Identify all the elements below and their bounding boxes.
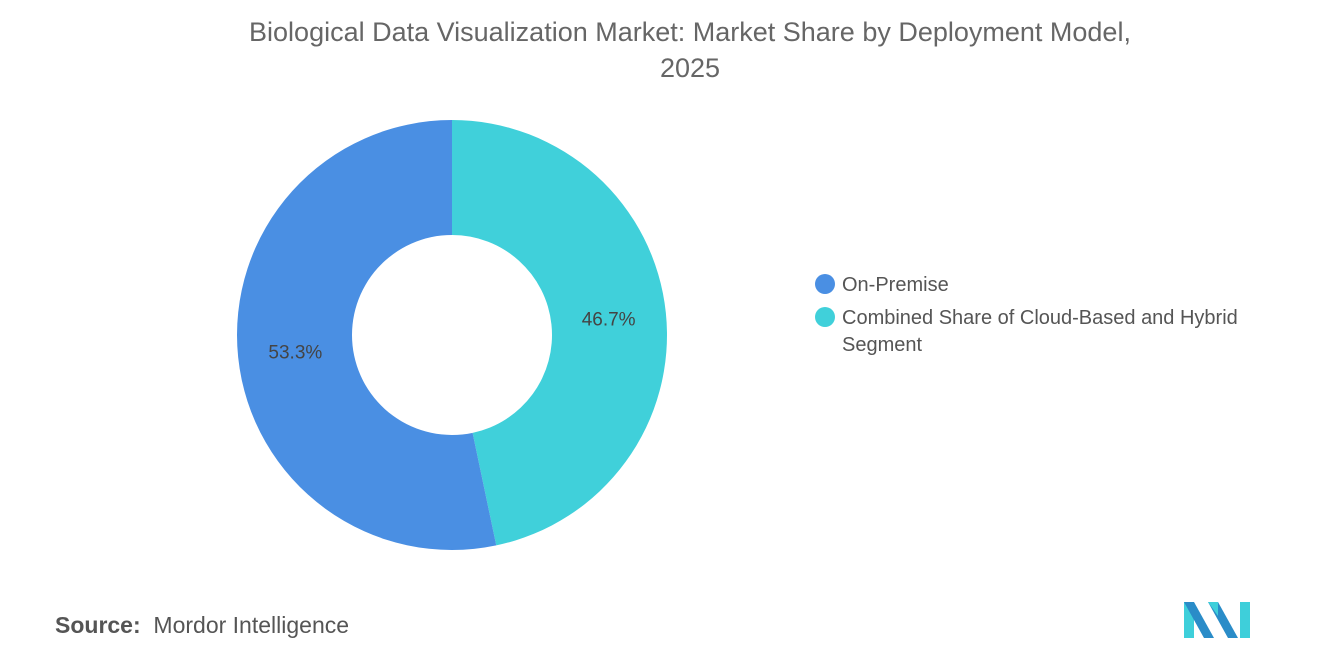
donut-slice-on-premise: [236, 120, 497, 550]
source: Source: Mordor Intelligence: [55, 612, 349, 639]
legend-label: Combined Share of Cloud-Based and Hybrid…: [842, 307, 1238, 356]
title-line-1: Biological Data Visualization Market: Ma…: [249, 17, 1131, 47]
legend-label: On-Premise: [842, 274, 949, 296]
legend-item: Combined Share of Cloud-Based and Hybrid…: [815, 305, 1295, 359]
data-label: 46.7%: [582, 310, 636, 331]
source-label: Source:: [55, 612, 141, 638]
legend-item: On-Premise: [815, 272, 1295, 299]
donut-slice-cloud-hybrid: [452, 120, 667, 546]
chart-title: Biological Data Visualization Market: Ma…: [0, 14, 1320, 86]
legend-swatch: [815, 274, 835, 294]
legend-swatch: [815, 307, 835, 327]
data-label: 53.3%: [268, 342, 322, 363]
source-value: Mordor Intelligence: [153, 612, 350, 638]
mordor-intelligence-logo: [1184, 602, 1250, 638]
legend: On-Premise Combined Share of Cloud-Based …: [815, 272, 1295, 365]
title-line-2: 2025: [659, 53, 721, 83]
